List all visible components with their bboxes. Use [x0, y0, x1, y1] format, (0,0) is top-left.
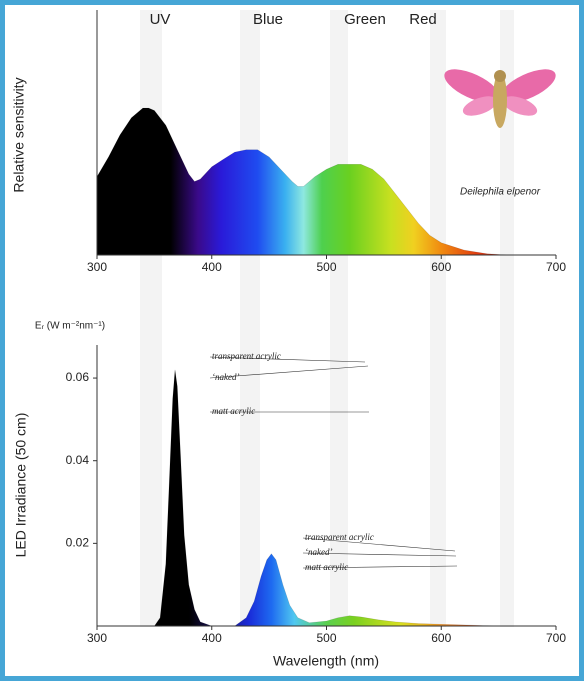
species-label: Deilephila elpenor [460, 187, 541, 198]
y-axis-label: Relative sensitivity [11, 77, 27, 192]
annotation: transparent acrylic [305, 532, 374, 542]
page: Relative sensitivity Deilephila elpenor … [0, 0, 584, 681]
band-label: Blue [253, 11, 283, 28]
x-tick-label: 400 [202, 631, 222, 645]
x-tick-label: 600 [431, 260, 451, 274]
x-tick-label: 500 [316, 260, 336, 274]
band-label: Red [409, 11, 437, 28]
y-axis-label: LED Irradiance (50 cm) [13, 413, 29, 558]
annotation: ‘naked’ [305, 547, 332, 557]
annotation: matt acrylic [305, 562, 348, 572]
x-tick-label: 300 [87, 260, 107, 274]
x-tick-label: 500 [316, 631, 336, 645]
x-tick-label: 700 [546, 260, 566, 274]
figure: Relative sensitivity Deilephila elpenor … [0, 0, 584, 681]
band-label: UV [150, 11, 171, 28]
x-tick-label: 700 [546, 631, 566, 645]
annotation: transparent acrylic [212, 351, 281, 361]
y-tick-label: 0.04 [66, 453, 90, 467]
x-axis-label: Wavelength (nm) [273, 653, 379, 669]
x-tick-label: 300 [87, 631, 107, 645]
y-tick-label: 0.06 [66, 370, 90, 384]
y-tick-label: 0.02 [66, 536, 90, 550]
unit-label: Eᵣ (W m⁻²nm⁻¹) [35, 321, 105, 332]
annotation: matt acrylic [212, 406, 255, 416]
x-tick-label: 600 [431, 631, 451, 645]
annotation: ‘naked’ [212, 372, 239, 382]
x-tick-label: 400 [202, 260, 222, 274]
band-label: Green [344, 11, 386, 28]
